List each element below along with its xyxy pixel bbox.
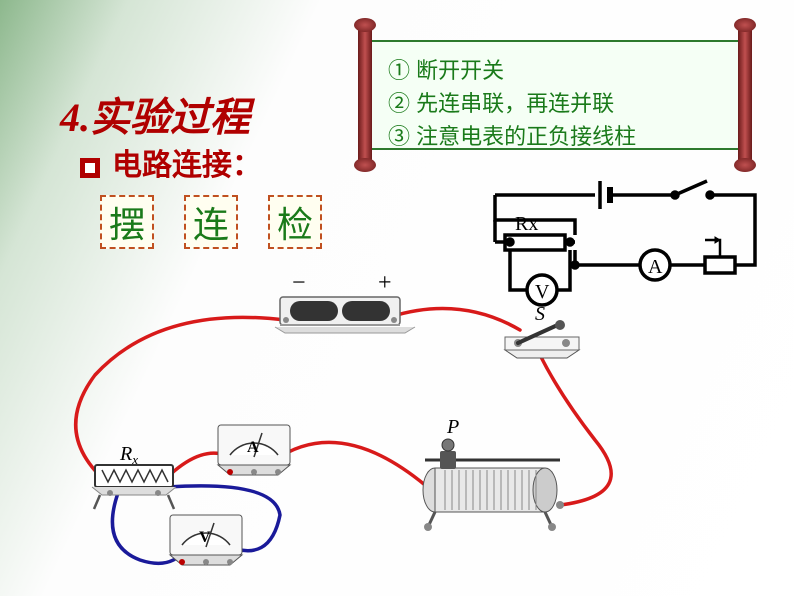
note-line-3: ③ 注意电表的正负接线柱 (388, 120, 722, 153)
rheostat-component (423, 439, 564, 531)
bullet-icon (80, 158, 100, 178)
voltmeter-label: V (199, 529, 211, 546)
ammeter-label: A (247, 439, 259, 456)
subtitle: 电路连接： (80, 140, 262, 184)
step-box-1: 摆 (100, 195, 154, 249)
resistor-component (92, 465, 176, 509)
subtitle-text: 电路连接： (112, 149, 262, 182)
step-box-2: 连 (184, 195, 238, 249)
battery-component (275, 297, 415, 333)
resistor-label: Rx (119, 443, 138, 467)
schematic-rx-label: Rx (515, 213, 538, 235)
switch-component (505, 320, 579, 358)
section-title-text: 实验过程 (90, 95, 250, 140)
notes-content: ① 断开开关 ② 先连串联，再连并联 ③ 注意电表的正负接线柱 (368, 40, 742, 150)
scroll-rod-right (738, 22, 752, 168)
scroll-cap (734, 158, 756, 172)
step-box-3: 检 (268, 195, 322, 249)
rheostat-label: P (446, 416, 459, 438)
wiring-diagram: − + S P (40, 265, 760, 585)
scroll-rod-left (358, 22, 372, 168)
scroll-cap (354, 18, 376, 32)
notes-scroll: ① 断开开关 ② 先连串联，再连并联 ③ 注意电表的正负接线柱 (360, 30, 750, 160)
scroll-cap (734, 18, 756, 32)
switch-label: S (535, 303, 545, 325)
step-boxes: 摆 连 检 (100, 195, 322, 249)
note-line-1: ① 断开开关 (388, 54, 722, 87)
section-number: 4. (60, 95, 90, 140)
scroll-cap (354, 158, 376, 172)
section-title: 4.实验过程 (60, 85, 250, 143)
note-line-2: ② 先连串联，再连并联 (388, 87, 722, 120)
battery-plus-label: + (378, 270, 392, 296)
battery-minus-label: − (292, 270, 306, 296)
